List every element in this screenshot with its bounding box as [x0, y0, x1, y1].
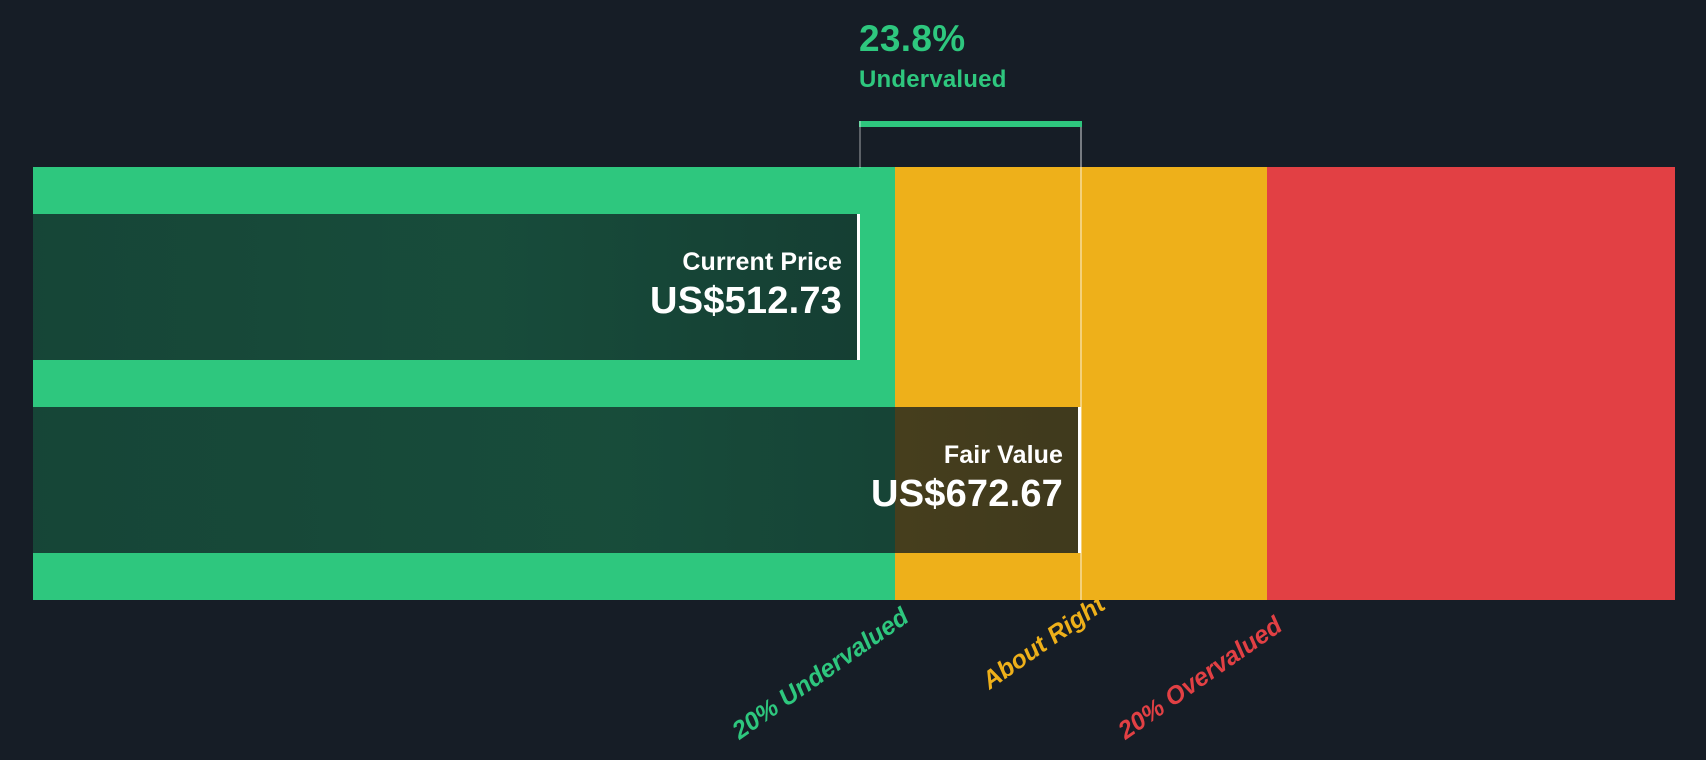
current-price-value: US$512.73 [650, 280, 842, 323]
fair-value-bar[interactable]: Fair Value US$672.67 [33, 407, 1081, 553]
axis-label-about-right: About Right [977, 589, 1111, 695]
discount-percent: 23.8% [859, 18, 966, 59]
discount-callout-bracket [859, 121, 1082, 168]
axis-label-overvalued: 20% Overvalued [1113, 611, 1288, 745]
zone-band-overvalued [1267, 167, 1675, 600]
valuation-headline: 23.8% Undervalued [859, 18, 1259, 93]
fair-value-label: Fair Value [943, 440, 1063, 469]
current-price-label: Current Price [682, 247, 842, 276]
callout-bracket-top-rule [859, 121, 1082, 127]
callout-bracket-left-rule [859, 121, 861, 168]
axis-label-undervalued: 20% Undervalued [727, 602, 914, 745]
fair-value-reference-line [1080, 122, 1082, 600]
valuation-status: Undervalued [859, 65, 1007, 93]
current-price-bar[interactable]: Current Price US$512.73 [33, 214, 860, 360]
fair-value-value: US$672.67 [871, 473, 1063, 516]
